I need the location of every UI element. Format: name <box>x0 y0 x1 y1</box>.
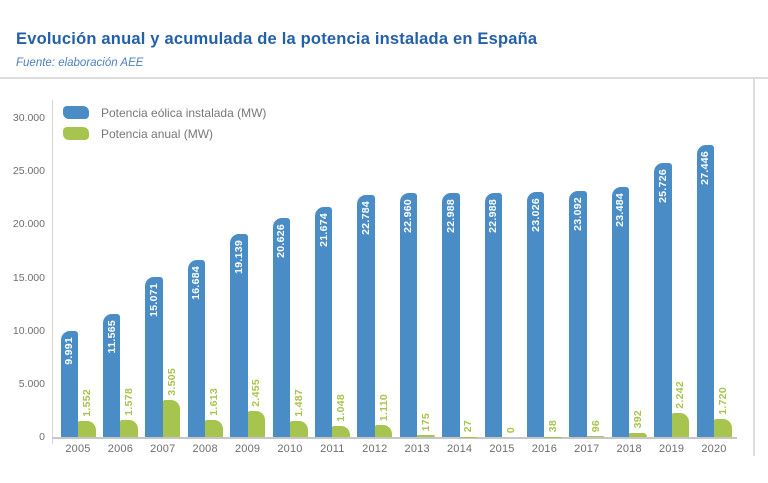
x-tick-label-2012: 2012 <box>362 443 388 455</box>
bar-2017-anual: 96 <box>586 420 605 437</box>
bar-value-label: 22.784 <box>360 200 373 235</box>
bar-value-label: 0 <box>504 426 517 433</box>
bar-value-label: 1.578 <box>123 388 136 417</box>
x-tick-label-2017: 2017 <box>574 443 600 455</box>
bar-2008-anual: 1.613 <box>205 388 223 437</box>
bar-2006-instalada: 11.565 <box>102 314 121 437</box>
bar-value-label: 9.991 <box>63 336 76 365</box>
bar-2010-anual: 1.487 <box>290 389 308 437</box>
bar-value-label: 175 <box>419 412 432 432</box>
bar-2014-instalada: 22.988 <box>442 192 460 437</box>
bar-value-label: 25.726 <box>656 169 669 204</box>
y-tick-label: 5.000 <box>18 377 45 390</box>
bar-value-label: 1.720 <box>716 386 729 415</box>
bar-2010-instalada: 20.626 <box>272 217 290 437</box>
bar-value-label: 2.455 <box>250 379 263 407</box>
bar-2018-anual: 392 <box>629 410 647 437</box>
x-tick-label-2007: 2007 <box>150 443 176 455</box>
bar-value-label: 1.048 <box>335 394 348 422</box>
y-tick-label: 30.000 <box>12 112 45 124</box>
legend-item-instalada: Potencia eólica instalada (MW) <box>63 105 266 120</box>
x-tick-label-2018: 2018 <box>616 443 642 455</box>
bar-value-label: 3.505 <box>165 367 178 396</box>
bar-2009-instalada: 19.139 <box>230 233 248 437</box>
bar-value-label: 22.960 <box>402 198 415 233</box>
chart-right-border <box>753 78 755 456</box>
x-tick-label-2015: 2015 <box>489 443 515 455</box>
bar-2011-instalada: 21.674 <box>314 206 333 437</box>
bar-2007-anual: 3.505 <box>162 368 181 437</box>
legend-swatch-blue-icon <box>63 106 89 119</box>
bar-value-label: 20.626 <box>275 223 288 258</box>
bar-2011-anual: 1.048 <box>332 394 350 437</box>
x-tick-label-2020: 2020 <box>701 443 727 455</box>
x-tick-label-2010: 2010 <box>277 443 303 455</box>
bar-value-label: 21.674 <box>317 212 330 247</box>
bar-2019-anual: 2.242 <box>671 381 690 437</box>
bar-value-label: 27 <box>462 420 475 433</box>
bar-value-label: 11.565 <box>105 320 118 354</box>
bar-value-label: 19.139 <box>232 239 245 274</box>
bar-value-label: 23.026 <box>529 198 542 233</box>
y-tick-label: 20.000 <box>12 218 45 231</box>
header-divider <box>0 77 768 79</box>
bar-2008-instalada: 16.684 <box>187 259 206 437</box>
bar-value-label: 15.071 <box>148 282 161 317</box>
bar-2007-instalada: 15.071 <box>145 276 163 437</box>
bar-value-label: 38 <box>547 420 560 433</box>
x-tick-label-2008: 2008 <box>192 443 218 455</box>
bar-value-label: 1.110 <box>377 394 390 422</box>
bar-2016-instalada: 23.026 <box>526 192 545 437</box>
y-tick-label: 10.000 <box>12 324 45 337</box>
x-tick-label-2005: 2005 <box>65 443 91 455</box>
x-tick-label-2013: 2013 <box>404 443 430 455</box>
bar-2009-anual: 2.455 <box>247 379 266 437</box>
x-axis-line <box>52 437 737 439</box>
bar-value-label: 16.684 <box>190 265 203 300</box>
x-tick-label-2011: 2011 <box>320 443 345 455</box>
bar-value-label: 22.988 <box>487 198 500 233</box>
y-tick-label: 15.000 <box>12 271 45 284</box>
page-title: Evolución anual y acumulada de la potenc… <box>16 30 538 48</box>
y-tick-label: 0 <box>39 431 45 443</box>
x-tick-label-2014: 2014 <box>446 443 473 455</box>
bar-2019-instalada: 25.726 <box>654 163 672 437</box>
x-tick-label-2016: 2016 <box>531 443 558 455</box>
bar-2013-instalada: 22.960 <box>399 192 418 437</box>
x-tick-label-2019: 2019 <box>658 443 685 455</box>
bar-value-label: 2.242 <box>674 381 687 410</box>
chart-legend: Potencia eólica instalada (MW) Potencia … <box>63 105 266 147</box>
bar-value-label: 1.552 <box>80 388 93 417</box>
bar-2012-instalada: 22.784 <box>357 194 375 437</box>
bar-2017-instalada: 23.092 <box>569 191 587 437</box>
plot-area: 9.991 1.552 11.565 1.578 15.071 3.505 16.684 1.… <box>52 118 752 437</box>
y-tick-label: 25.000 <box>12 165 45 178</box>
bar-2015-instalada: 22.988 <box>484 192 502 437</box>
legend-swatch-green-icon <box>63 127 89 140</box>
bar-2005-anual: 1.552 <box>78 389 96 437</box>
bar-2018-instalada: 23.484 <box>611 187 630 437</box>
bar-value-label: 27.446 <box>699 151 712 186</box>
legend-label: Potencia anual (MW) <box>101 126 214 141</box>
bar-value-label: 23.092 <box>572 197 585 232</box>
legend-label: Potencia eólica instalada (MW) <box>101 105 267 120</box>
legend-item-anual: Potencia anual (MW) <box>63 126 266 141</box>
page-source: Fuente: elaboración AEE <box>16 57 144 69</box>
bar-value-label: 22.988 <box>444 198 457 233</box>
bar-2013-anual: 175 <box>417 413 435 437</box>
bar-value-label: 1.613 <box>207 388 220 416</box>
bar-value-label: 96 <box>589 419 602 432</box>
bar-value-label: 23.484 <box>614 193 627 228</box>
bar-2020-anual: 1.720 <box>714 387 732 437</box>
bar-2005-instalada: 9.991 <box>60 330 78 437</box>
bar-2006-anual: 1.578 <box>120 388 138 437</box>
bar-value-label: 1.487 <box>292 389 305 418</box>
bar-2020-instalada: 27.446 <box>696 145 714 437</box>
x-tick-label-2006: 2006 <box>107 443 134 455</box>
bar-2012-anual: 1.110 <box>374 394 393 437</box>
x-tick-label-2009: 2009 <box>234 443 261 455</box>
y-axis-line <box>52 100 53 444</box>
bar-value-label: 392 <box>631 410 644 429</box>
